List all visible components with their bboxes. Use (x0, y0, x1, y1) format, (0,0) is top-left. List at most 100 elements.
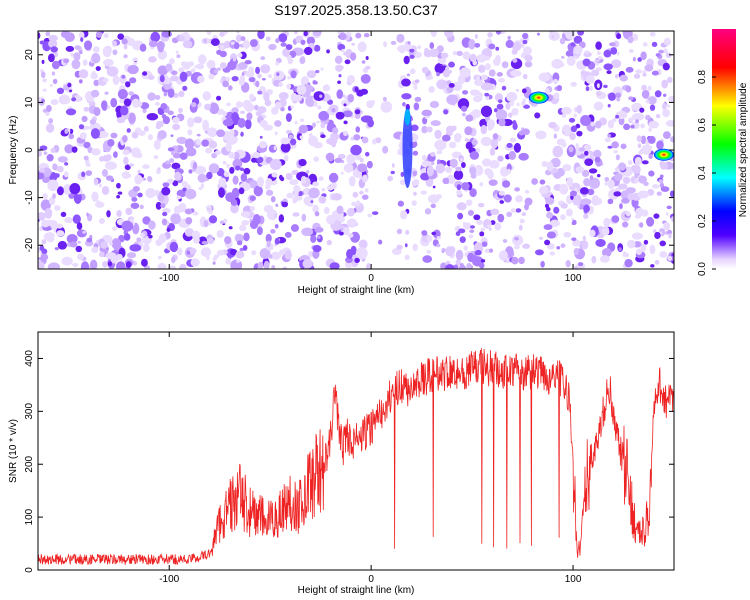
heatmap-cell (413, 84, 418, 90)
heatmap-cell (172, 152, 181, 159)
heatmap-cell (178, 67, 185, 73)
heatmap-cell (116, 210, 122, 217)
heatmap-cell (649, 104, 656, 111)
heatmap-cell (406, 73, 411, 77)
heatmap-cell (627, 36, 634, 44)
heatmap-cell (243, 167, 251, 175)
heatmap-cell (346, 75, 356, 84)
heatmap-cell (161, 186, 171, 196)
heatmap-cell (236, 240, 243, 246)
heatmap-cell (457, 212, 464, 220)
heatmap-cell (632, 56, 636, 62)
heatmap-cell (299, 118, 305, 122)
heatmap-cell (514, 187, 520, 192)
heatmap-cell (306, 170, 310, 174)
heatmap-cell (632, 112, 645, 121)
heatmap-cell (123, 233, 131, 241)
heatmap-cell (522, 73, 528, 80)
heatmap-cell (633, 73, 641, 79)
heatmap-cell (490, 220, 496, 225)
heatmap-cell (278, 81, 283, 87)
heatmap-cell (342, 130, 348, 137)
heatmap-streak-core (404, 109, 411, 126)
heatmap-cell (125, 207, 133, 216)
heatmap-cell (241, 220, 250, 226)
heatmap-cell (402, 102, 406, 107)
heatmap-cell (590, 121, 596, 127)
heatmap-cell (404, 243, 408, 248)
heatmap-cell (321, 187, 326, 192)
heatmap-cell (318, 176, 324, 181)
heatmap-cell (445, 264, 455, 269)
heatmap-cell (508, 150, 517, 160)
heatmap-cell (178, 90, 185, 98)
heatmap-cell (459, 67, 471, 78)
heatmap-cell (426, 165, 434, 177)
heatmap-cell (301, 227, 314, 237)
heatmap-cell (588, 168, 598, 174)
heatmap-cell (582, 58, 591, 67)
heatmap-cell (589, 175, 594, 181)
heatmap-cell (313, 91, 325, 102)
heatmap-cell (296, 84, 307, 96)
y-tick-label: 0 (24, 567, 35, 573)
heatmap-cell (140, 232, 145, 238)
heatmap-cell (648, 120, 659, 129)
heatmap-cell (480, 82, 493, 91)
heatmap-cell (387, 175, 394, 182)
heatmap-cell (618, 162, 627, 171)
heatmap-cell (409, 68, 416, 75)
heatmap-cell (216, 95, 222, 101)
heatmap-cell (147, 176, 153, 182)
heatmap-cell (276, 72, 280, 77)
heatmap-cell (78, 69, 89, 79)
heatmap-cell (604, 181, 608, 186)
heatmap-cell (64, 128, 69, 135)
heatmap-cell (641, 160, 649, 165)
heatmap-cell (259, 248, 271, 259)
heatmap-cell (518, 152, 529, 161)
heatmap-cell (449, 158, 458, 168)
heatmap-cell (231, 107, 239, 114)
heatmap-cell (288, 134, 294, 139)
heatmap-cell (259, 140, 268, 149)
heatmap-cell (187, 129, 193, 136)
heatmap-cell (42, 88, 47, 92)
heatmap-cell (361, 194, 369, 200)
heatmap-cell (448, 141, 457, 149)
heatmap-cell (40, 162, 45, 170)
heatmap-cell (123, 44, 128, 50)
heatmap-cell (667, 96, 674, 103)
heatmap-cell (104, 91, 109, 95)
heatmap-cell (639, 222, 644, 228)
heatmap-cell (117, 33, 124, 40)
heatmap-cell (422, 117, 428, 125)
heatmap-cell (448, 176, 456, 184)
heatmap-cell (223, 171, 230, 178)
heatmap-cell (303, 31, 308, 37)
heatmap-cell (170, 134, 174, 138)
heatmap-cell (434, 129, 442, 140)
heatmap-cell (232, 158, 243, 169)
heatmap-cell (590, 69, 600, 77)
heatmap-cell (336, 89, 344, 100)
heatmap-cell (649, 31, 656, 37)
heatmap-cell (584, 50, 590, 54)
heatmap-cell (148, 40, 158, 48)
heatmap-cell (563, 231, 572, 238)
heatmap-cell (553, 206, 560, 214)
line-panel: -100 0 100 0 100 200 300 400 Height of straigh… (8, 331, 675, 596)
heatmap-cell (303, 196, 314, 206)
heatmap-cell (142, 71, 148, 76)
heatmap-cell (226, 163, 230, 169)
heatmap-cell (160, 103, 168, 110)
heatmap-cell (185, 216, 193, 225)
heatmap-cell (604, 137, 611, 143)
heatmap-cell (232, 58, 237, 62)
heatmap-cell (274, 131, 278, 136)
heatmap-cell (656, 140, 664, 150)
heatmap-cell (623, 123, 631, 131)
heatmap-cell (462, 222, 472, 230)
heatmap-cell (629, 117, 634, 122)
heatmap-cell (49, 83, 54, 87)
